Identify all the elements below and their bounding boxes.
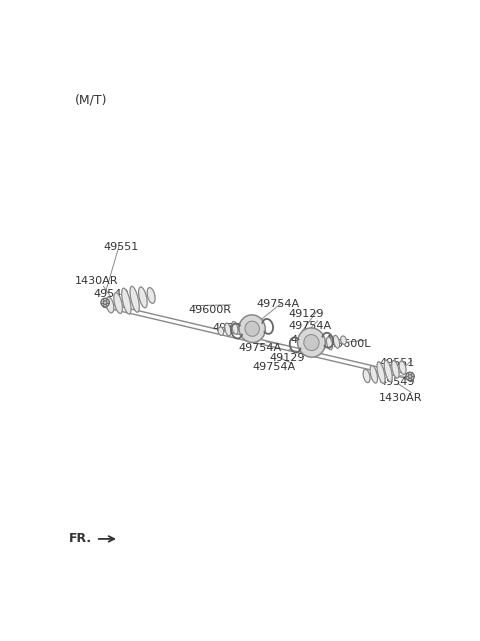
Ellipse shape bbox=[139, 287, 147, 308]
Ellipse shape bbox=[334, 335, 340, 348]
Ellipse shape bbox=[232, 322, 238, 335]
Text: 49754A: 49754A bbox=[257, 299, 300, 309]
Text: 49551: 49551 bbox=[379, 358, 414, 368]
Text: 1430AR: 1430AR bbox=[75, 276, 119, 286]
Ellipse shape bbox=[114, 293, 122, 313]
Circle shape bbox=[103, 301, 107, 304]
Circle shape bbox=[408, 374, 412, 378]
Ellipse shape bbox=[218, 327, 224, 335]
Ellipse shape bbox=[363, 369, 370, 383]
Ellipse shape bbox=[341, 336, 347, 344]
Ellipse shape bbox=[298, 328, 325, 357]
Ellipse shape bbox=[304, 335, 319, 351]
Text: 49549: 49549 bbox=[94, 290, 129, 299]
Circle shape bbox=[101, 298, 109, 307]
Ellipse shape bbox=[320, 341, 325, 349]
Text: 49754A: 49754A bbox=[238, 344, 281, 353]
Text: 49600L: 49600L bbox=[329, 338, 371, 349]
Text: 49754A: 49754A bbox=[288, 321, 332, 331]
Text: 49549: 49549 bbox=[379, 377, 415, 387]
Ellipse shape bbox=[239, 322, 245, 331]
Ellipse shape bbox=[326, 337, 333, 350]
Text: 49129: 49129 bbox=[269, 353, 305, 363]
Ellipse shape bbox=[392, 360, 399, 378]
Text: 49754A: 49754A bbox=[212, 323, 255, 333]
Ellipse shape bbox=[122, 288, 131, 314]
Text: 49754A: 49754A bbox=[252, 362, 295, 372]
Ellipse shape bbox=[384, 360, 392, 382]
Ellipse shape bbox=[370, 365, 377, 383]
Text: 49551: 49551 bbox=[104, 242, 139, 253]
Ellipse shape bbox=[399, 361, 406, 374]
Ellipse shape bbox=[377, 362, 385, 383]
Ellipse shape bbox=[245, 321, 259, 337]
Ellipse shape bbox=[239, 315, 265, 342]
Ellipse shape bbox=[225, 323, 231, 336]
Text: 49754A: 49754A bbox=[291, 335, 334, 345]
Text: 49600R: 49600R bbox=[188, 305, 231, 315]
Text: FR.: FR. bbox=[69, 533, 92, 545]
Text: 49129: 49129 bbox=[288, 309, 324, 319]
Ellipse shape bbox=[147, 288, 155, 303]
Text: (M/T): (M/T) bbox=[75, 94, 108, 107]
Circle shape bbox=[406, 372, 414, 381]
Ellipse shape bbox=[130, 287, 139, 312]
Text: 1430AR: 1430AR bbox=[379, 393, 423, 403]
Ellipse shape bbox=[106, 297, 114, 313]
